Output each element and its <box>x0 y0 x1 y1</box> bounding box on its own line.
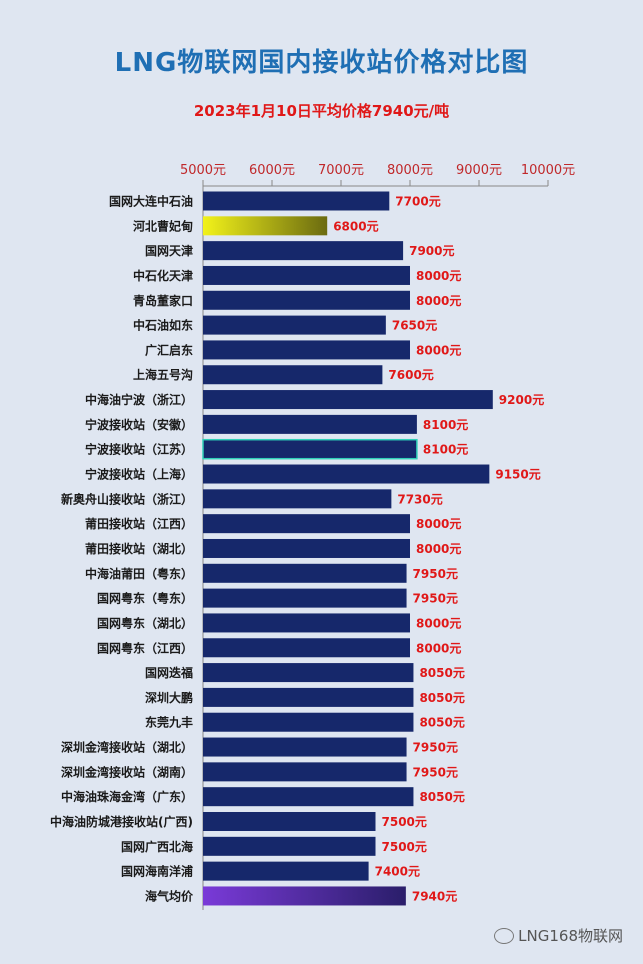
chart-subtitle: 2023年1月10日平均价格7940元/吨 <box>193 102 450 120</box>
value-label: 8000元 <box>416 269 461 283</box>
value-label: 7950元 <box>413 567 458 581</box>
bar <box>203 638 410 658</box>
bar <box>203 787 414 807</box>
value-label: 8000元 <box>416 542 461 556</box>
bar <box>203 216 328 236</box>
category-label: 中海油珠海金湾（广东） <box>61 789 193 804</box>
value-label: 9150元 <box>495 468 540 482</box>
value-label: 9200元 <box>499 393 544 407</box>
x-tick-label: 9000元 <box>456 163 502 178</box>
value-label: 7900元 <box>409 244 454 258</box>
bar <box>203 712 414 732</box>
value-label: 7950元 <box>413 741 458 755</box>
bar <box>203 241 404 261</box>
category-label: 国网天津 <box>145 243 193 258</box>
value-label: 8050元 <box>419 716 464 730</box>
category-label: 国网粤东（湖北） <box>97 615 193 630</box>
category-label: 河北曹妃甸 <box>132 218 193 233</box>
value-label: 8000元 <box>416 517 461 531</box>
bar <box>203 340 410 360</box>
category-label: 上海五号沟 <box>133 367 193 382</box>
bar <box>203 687 414 707</box>
category-label: 深圳金湾接收站（湖北） <box>61 740 193 755</box>
value-label: 7650元 <box>392 319 437 333</box>
category-label: 中海油宁波（浙江） <box>85 392 193 407</box>
x-tick-label: 7000元 <box>318 163 364 178</box>
bar <box>203 563 407 583</box>
bar <box>203 315 386 335</box>
value-label: 8000元 <box>416 343 461 357</box>
chart-title: LNG物联网国内接收站价格对比图 <box>114 48 529 78</box>
category-label: 国网大连中石油 <box>109 194 193 209</box>
category-label: 深圳大鹏 <box>145 690 193 705</box>
bar <box>203 414 417 434</box>
value-label: 7950元 <box>413 592 458 606</box>
wechat-icon <box>494 927 515 944</box>
value-label: 8000元 <box>416 294 461 308</box>
bar <box>203 663 414 683</box>
value-label: 7940元 <box>412 889 457 903</box>
category-label: 青岛董家口 <box>133 293 193 308</box>
value-label: 7500元 <box>382 840 427 854</box>
category-label: 宁波接收站（安徽） <box>85 417 193 432</box>
value-label: 8050元 <box>419 666 464 680</box>
bar <box>203 365 383 385</box>
value-label: 8100元 <box>423 418 468 432</box>
value-label: 7730元 <box>397 492 442 506</box>
x-tick-label: 6000元 <box>249 163 295 178</box>
bar <box>203 390 493 410</box>
value-label: 8000元 <box>416 616 461 630</box>
x-tick-label: 5000元 <box>180 163 226 178</box>
category-label: 莆田接收站（江西） <box>85 516 193 531</box>
bar <box>203 613 410 633</box>
category-label: 莆田接收站（湖北） <box>85 541 193 556</box>
value-label: 7600元 <box>388 368 433 382</box>
watermark: LNG168物联网 <box>494 925 623 946</box>
category-label: 深圳金湾接收站（湖南） <box>61 764 193 779</box>
value-label: 8050元 <box>419 790 464 804</box>
value-label: 7950元 <box>413 765 458 779</box>
bar <box>203 489 392 509</box>
watermark-text: LNG168物联网 <box>518 927 623 945</box>
bar <box>203 812 376 831</box>
bar <box>203 762 407 782</box>
bar <box>203 538 410 558</box>
category-label: 中石化天津 <box>133 268 193 283</box>
value-label: 8000元 <box>416 641 461 655</box>
category-label: 宁波接收站（江苏） <box>85 442 193 457</box>
category-label: 国网迭福 <box>145 665 193 680</box>
bar <box>202 438 418 460</box>
bar <box>203 464 490 484</box>
bar <box>203 886 406 906</box>
bar <box>203 836 376 856</box>
bar <box>203 588 407 608</box>
bar <box>203 265 410 285</box>
category-label: 中海油莆田（粤东） <box>85 566 193 581</box>
value-label: 7700元 <box>395 195 440 209</box>
value-label: 8100元 <box>423 443 468 457</box>
value-label: 7400元 <box>375 865 420 879</box>
category-label: 广汇启东 <box>145 342 193 357</box>
bar <box>203 737 407 757</box>
value-label: 6800元 <box>333 219 378 233</box>
bar <box>203 514 410 534</box>
category-label: 国网广西北海 <box>121 839 193 854</box>
category-label: 中石油如东 <box>133 318 193 333</box>
category-label: 国网粤东（粤东） <box>97 591 193 606</box>
bar <box>203 290 410 310</box>
value-label: 8050元 <box>419 691 464 705</box>
bar <box>203 861 369 881</box>
category-label: 国网海南洋浦 <box>121 864 193 879</box>
value-label: 7500元 <box>382 815 427 829</box>
category-label: 新奥舟山接收站（浙江） <box>61 491 193 506</box>
category-label: 海气均价 <box>145 888 194 903</box>
x-tick-label: 10000元 <box>521 163 575 178</box>
category-label: 宁波接收站（上海） <box>85 467 193 482</box>
x-tick-label: 8000元 <box>387 163 433 178</box>
category-label: 东莞九丰 <box>145 715 193 730</box>
bar <box>203 191 390 211</box>
category-label: 国网粤东（江西） <box>97 640 193 655</box>
category-label: 中海油防城港接收站(广西) <box>50 814 193 829</box>
